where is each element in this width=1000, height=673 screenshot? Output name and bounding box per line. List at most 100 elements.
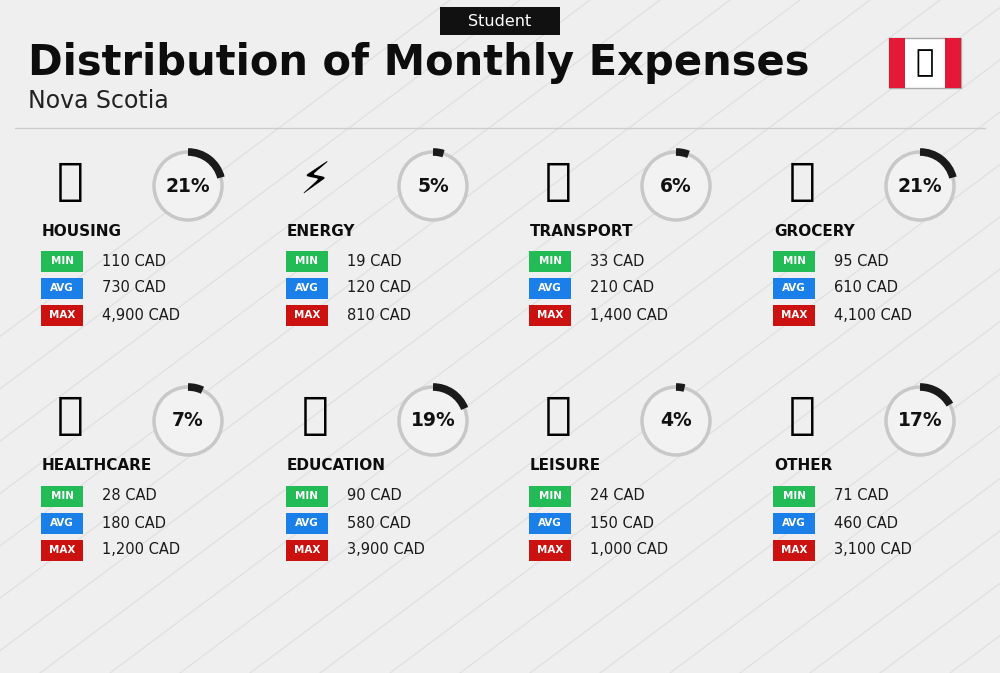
Text: MAX: MAX [537, 545, 563, 555]
Text: MIN: MIN [782, 491, 806, 501]
Text: MIN: MIN [296, 256, 318, 266]
Text: Distribution of Monthly Expenses: Distribution of Monthly Expenses [28, 42, 810, 84]
Text: TRANSPORT: TRANSPORT [530, 223, 634, 238]
FancyBboxPatch shape [773, 540, 815, 561]
Text: 71 CAD: 71 CAD [834, 489, 889, 503]
Text: 1,000 CAD: 1,000 CAD [590, 542, 668, 557]
Text: 730 CAD: 730 CAD [102, 281, 166, 295]
Text: AVG: AVG [50, 518, 74, 528]
Text: 🎓: 🎓 [302, 394, 328, 437]
Text: MIN: MIN [50, 491, 74, 501]
Text: 110 CAD: 110 CAD [102, 254, 166, 269]
Text: 4,100 CAD: 4,100 CAD [834, 308, 912, 322]
FancyBboxPatch shape [773, 277, 815, 299]
Text: 5%: 5% [417, 176, 449, 195]
Circle shape [154, 387, 222, 455]
Text: 24 CAD: 24 CAD [590, 489, 645, 503]
Text: 21%: 21% [898, 176, 942, 195]
Text: AVG: AVG [295, 283, 319, 293]
Text: MAX: MAX [294, 310, 320, 320]
Text: 610 CAD: 610 CAD [834, 281, 898, 295]
Text: 3,100 CAD: 3,100 CAD [834, 542, 912, 557]
Text: HEALTHCARE: HEALTHCARE [42, 458, 152, 474]
Text: Student: Student [468, 13, 532, 28]
Circle shape [399, 152, 467, 220]
Text: MAX: MAX [537, 310, 563, 320]
Circle shape [154, 152, 222, 220]
Text: AVG: AVG [50, 283, 74, 293]
Text: 19 CAD: 19 CAD [347, 254, 402, 269]
Text: 19%: 19% [411, 411, 455, 431]
FancyBboxPatch shape [889, 38, 905, 88]
FancyBboxPatch shape [773, 304, 815, 326]
Text: 7%: 7% [172, 411, 204, 431]
FancyBboxPatch shape [41, 540, 83, 561]
Text: MIN: MIN [50, 256, 74, 266]
Text: 🛒: 🛒 [789, 160, 815, 203]
FancyBboxPatch shape [41, 250, 83, 271]
Text: 💗: 💗 [57, 394, 83, 437]
Text: 120 CAD: 120 CAD [347, 281, 411, 295]
Text: 33 CAD: 33 CAD [590, 254, 644, 269]
Text: 95 CAD: 95 CAD [834, 254, 889, 269]
Circle shape [642, 387, 710, 455]
FancyBboxPatch shape [41, 485, 83, 507]
Text: MIN: MIN [296, 491, 318, 501]
FancyBboxPatch shape [529, 485, 571, 507]
Text: 3,900 CAD: 3,900 CAD [347, 542, 425, 557]
Circle shape [399, 387, 467, 455]
Text: MAX: MAX [294, 545, 320, 555]
Text: 🚌: 🚌 [545, 160, 571, 203]
Text: 810 CAD: 810 CAD [347, 308, 411, 322]
Circle shape [886, 387, 954, 455]
Text: 💰: 💰 [789, 394, 815, 437]
Text: MAX: MAX [49, 545, 75, 555]
Text: 🏢: 🏢 [57, 160, 83, 203]
Text: 4,900 CAD: 4,900 CAD [102, 308, 180, 322]
FancyBboxPatch shape [529, 277, 571, 299]
FancyBboxPatch shape [286, 513, 328, 534]
Text: Nova Scotia: Nova Scotia [28, 89, 169, 113]
FancyBboxPatch shape [41, 277, 83, 299]
Text: MIN: MIN [538, 256, 562, 266]
Text: MAX: MAX [781, 545, 807, 555]
Text: 1,400 CAD: 1,400 CAD [590, 308, 668, 322]
FancyBboxPatch shape [440, 7, 560, 35]
FancyBboxPatch shape [529, 540, 571, 561]
Text: ENERGY: ENERGY [287, 223, 356, 238]
Text: 580 CAD: 580 CAD [347, 516, 411, 530]
FancyBboxPatch shape [286, 540, 328, 561]
Text: 🛍: 🛍 [545, 394, 571, 437]
FancyBboxPatch shape [773, 513, 815, 534]
FancyBboxPatch shape [286, 485, 328, 507]
Text: AVG: AVG [782, 518, 806, 528]
Text: 21%: 21% [166, 176, 210, 195]
FancyBboxPatch shape [286, 304, 328, 326]
FancyBboxPatch shape [529, 513, 571, 534]
Text: HOUSING: HOUSING [42, 223, 122, 238]
FancyBboxPatch shape [529, 304, 571, 326]
Text: 210 CAD: 210 CAD [590, 281, 654, 295]
Text: MIN: MIN [782, 256, 806, 266]
Text: 150 CAD: 150 CAD [590, 516, 654, 530]
Text: 460 CAD: 460 CAD [834, 516, 898, 530]
FancyBboxPatch shape [773, 250, 815, 271]
Text: 6%: 6% [660, 176, 692, 195]
Text: LEISURE: LEISURE [530, 458, 601, 474]
Text: 🍁: 🍁 [916, 48, 934, 77]
Text: AVG: AVG [295, 518, 319, 528]
Text: MAX: MAX [49, 310, 75, 320]
FancyBboxPatch shape [945, 38, 961, 88]
Text: AVG: AVG [538, 518, 562, 528]
Text: MAX: MAX [781, 310, 807, 320]
Circle shape [642, 152, 710, 220]
FancyBboxPatch shape [889, 38, 961, 88]
Text: GROCERY: GROCERY [774, 223, 855, 238]
Text: ⚡: ⚡ [299, 160, 331, 203]
Circle shape [886, 152, 954, 220]
Text: 4%: 4% [660, 411, 692, 431]
Text: 1,200 CAD: 1,200 CAD [102, 542, 180, 557]
FancyBboxPatch shape [41, 513, 83, 534]
Text: EDUCATION: EDUCATION [287, 458, 386, 474]
FancyBboxPatch shape [286, 277, 328, 299]
